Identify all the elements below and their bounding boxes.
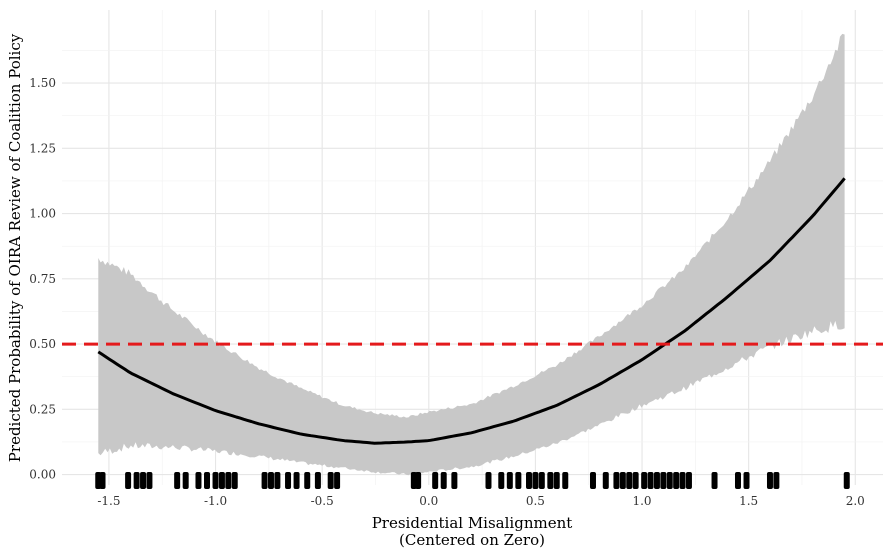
rug-mark [679,472,686,489]
rug-mark [293,472,300,489]
rug-mark [182,472,189,489]
y-tick-label: 0.00 [29,468,56,482]
rug-mark [619,472,626,489]
rug-mark [225,472,232,489]
rug-mark [140,472,147,489]
rug-mark [133,472,140,489]
rug-mark [613,472,620,489]
rug-mark [231,472,238,489]
rug-mark [432,472,439,489]
rug-mark [327,472,334,489]
y-tick-label: 0.50 [29,337,56,351]
rug-mark [673,472,680,489]
rug-mark [515,472,522,489]
fit-curve-layer [97,177,846,445]
rug-mark [602,472,609,489]
x-tick-label: 1.5 [739,494,758,508]
rug-mark [660,472,667,489]
x-tick-label: -1.0 [204,494,227,508]
x-axis-title-line2: (Centered on Zero) [399,531,545,549]
rug-mark [666,472,673,489]
rug-mark [146,472,153,489]
rug-mark [174,472,181,489]
rug-mark [766,472,773,489]
rug-mark [334,472,341,489]
rug-mark [304,472,311,489]
rug-mark [125,472,132,489]
rug-mark [538,472,545,489]
confidence-band-layer [98,33,845,476]
x-axis-title: Presidential Misalignment [372,514,573,532]
rug-mark [589,472,596,489]
rug-mark [451,472,458,489]
rug-mark [626,472,633,489]
rug-mark [547,472,554,489]
rug-mark [632,472,639,489]
rug-mark [274,472,281,489]
y-axis-title: Predicted Probability of OIRA Review of … [6,33,24,462]
rug-mark [218,472,225,489]
y-tick-label: 0.25 [29,402,56,416]
rug-mark [641,472,648,489]
rug-mark [285,472,292,489]
rug-mark [485,472,492,489]
x-tick-label: 1.0 [632,494,651,508]
rug-mark [532,472,539,489]
y-tick-label: 1.50 [29,76,56,90]
rug-mark [498,472,505,489]
rug-mark [734,472,741,489]
rug-mark [261,472,268,489]
y-tick-label: 1.25 [29,141,56,155]
rug-mark [415,472,422,489]
fit-curve [97,177,846,445]
y-axis-ticks: 0.00 0.25 0.50 0.75 1.00 1.25 1.50 [29,76,56,481]
rug-mark [204,472,211,489]
rug-mark [506,472,513,489]
rug-mark [195,472,202,489]
rug-mark [685,472,692,489]
rug-mark [653,472,660,489]
rug-layer [95,472,850,489]
x-axis-ticks: -1.5 -1.0 -0.5 0.0 0.5 1.0 1.5 2.0 [97,494,864,508]
y-tick-label: 1.00 [29,207,56,221]
rug-mark [647,472,654,489]
x-tick-label: -1.5 [97,494,120,508]
x-tick-label: 0.5 [526,494,545,508]
rug-mark [526,472,533,489]
rug-mark [267,472,274,489]
rug-mark [773,472,780,489]
x-tick-label: -0.5 [311,494,334,508]
rug-mark [212,472,219,489]
rug-mark [314,472,321,489]
rug-mark [553,472,560,489]
rug-mark [743,472,750,489]
x-tick-label: 2.0 [846,494,865,508]
rug-mark [711,472,718,489]
y-tick-label: 0.75 [29,272,56,286]
rug-mark [99,472,106,489]
x-tick-label: 0.0 [419,494,438,508]
rug-mark [440,472,447,489]
confidence-band [98,33,845,476]
rug-mark [843,472,850,489]
rug-mark [562,472,569,489]
